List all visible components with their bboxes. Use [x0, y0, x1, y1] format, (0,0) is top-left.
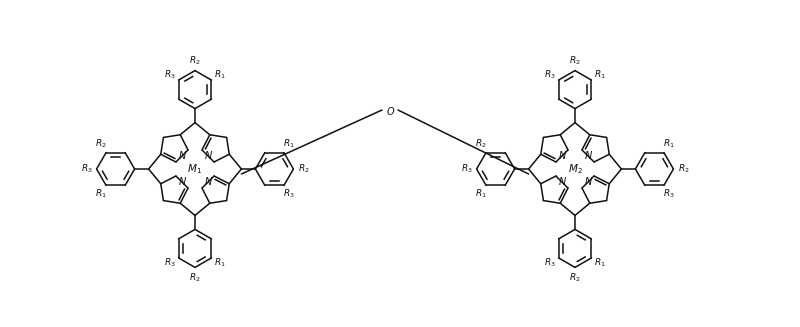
Text: M$_1$: M$_1$ — [187, 162, 202, 176]
Text: R$_1$: R$_1$ — [594, 257, 606, 269]
Text: R$_2$: R$_2$ — [475, 138, 487, 150]
Text: R$_1$: R$_1$ — [663, 138, 675, 150]
Text: R$_2$: R$_2$ — [95, 138, 107, 150]
Text: R$_2$: R$_2$ — [298, 163, 310, 175]
Text: R$_2$: R$_2$ — [678, 163, 690, 175]
Text: N: N — [585, 151, 592, 161]
Text: R$_3$: R$_3$ — [164, 257, 176, 269]
Text: R$_3$: R$_3$ — [544, 257, 556, 269]
Text: R$_1$: R$_1$ — [475, 188, 487, 200]
Text: R$_2$: R$_2$ — [569, 271, 581, 284]
Text: R$_1$: R$_1$ — [95, 188, 107, 200]
Text: N: N — [178, 151, 186, 161]
Text: R$_2$: R$_2$ — [189, 54, 201, 67]
Text: R$_1$: R$_1$ — [594, 69, 606, 81]
Text: N: N — [558, 151, 566, 161]
Text: R$_3$: R$_3$ — [663, 188, 675, 200]
Text: M$_2$: M$_2$ — [567, 162, 582, 176]
Text: O: O — [386, 107, 394, 117]
Text: R$_1$: R$_1$ — [214, 257, 226, 269]
Text: R$_1$: R$_1$ — [214, 69, 226, 81]
Text: R$_3$: R$_3$ — [164, 69, 176, 81]
Text: R$_3$: R$_3$ — [283, 188, 295, 200]
Text: N: N — [585, 177, 592, 187]
Text: N: N — [205, 177, 212, 187]
Text: R$_1$: R$_1$ — [283, 138, 295, 150]
Text: R$_2$: R$_2$ — [189, 271, 201, 284]
Text: N: N — [558, 177, 566, 187]
Text: R$_2$: R$_2$ — [569, 54, 581, 67]
Text: R$_3$: R$_3$ — [544, 69, 556, 81]
Text: R$_3$: R$_3$ — [81, 163, 93, 175]
Text: N: N — [178, 177, 186, 187]
Text: N: N — [205, 151, 212, 161]
Text: R$_3$: R$_3$ — [461, 163, 473, 175]
